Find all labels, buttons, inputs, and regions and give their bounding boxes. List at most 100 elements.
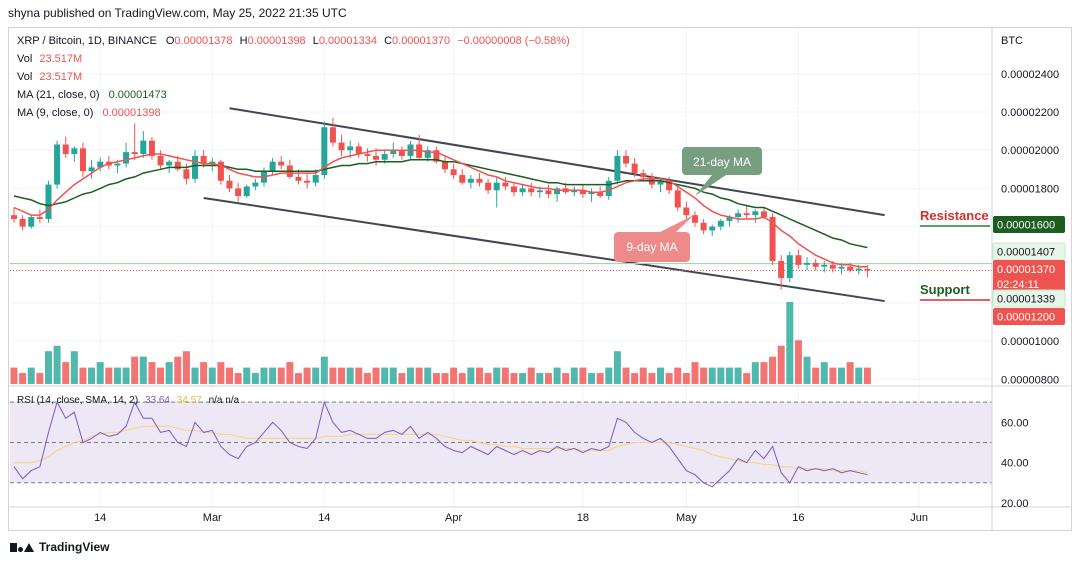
candle-body [11, 215, 17, 219]
volume-bar [588, 373, 596, 384]
candle-body [226, 180, 233, 189]
candle-body [217, 161, 224, 181]
candle-body [700, 222, 707, 231]
candle-body [760, 211, 767, 218]
volume-bar [407, 367, 415, 384]
volume-bar [251, 373, 259, 384]
candle-body [373, 155, 380, 160]
candle-body [683, 207, 690, 216]
channel-upper-line [229, 107, 885, 217]
candle-body [597, 192, 604, 197]
candle-body [321, 127, 328, 176]
volume-bar [200, 362, 208, 384]
volume-bar [708, 367, 716, 384]
candle-body [364, 154, 371, 156]
volume-bar [751, 362, 759, 384]
candle-body [666, 180, 673, 191]
volume-bar [475, 367, 483, 384]
candle-body [269, 161, 276, 172]
volume-bar [381, 367, 389, 384]
legend-ma21-label: MA (21, close, 0) [17, 89, 100, 101]
volume-bar [674, 367, 682, 384]
ma21-callout-label: 21-day MA [693, 155, 751, 169]
volume-bar [329, 367, 337, 384]
volume-bar [44, 351, 52, 384]
candle-body [735, 213, 742, 218]
volume-bar [260, 367, 268, 384]
volume-bar [139, 356, 147, 384]
volume-bar [717, 367, 725, 384]
candle-body [855, 268, 862, 271]
candle-body [450, 169, 457, 176]
candle-body [390, 150, 397, 155]
volume-bar [622, 367, 630, 384]
candle-body [476, 178, 483, 183]
legend-vol1-label: Vol [17, 53, 33, 65]
volume-bar [346, 367, 354, 384]
tradingview-logo-text: TradingView [39, 540, 110, 554]
legend-open: 0.00001378 [174, 35, 233, 47]
candle-body [554, 188, 561, 195]
legend-low-label: L [312, 35, 319, 47]
volume-bar [191, 367, 199, 384]
candle-body [631, 163, 638, 174]
volume-bar [320, 356, 328, 384]
rsi-tick-label: 60.00 [1001, 417, 1029, 429]
volume-bar [501, 367, 509, 384]
volume-bar [286, 362, 294, 384]
volume-bar [484, 373, 492, 384]
candle-body [493, 182, 500, 191]
volume-bar [769, 356, 777, 384]
candle-body [640, 173, 647, 177]
volume-bar [863, 367, 871, 384]
volume-bar [70, 351, 78, 384]
volume-bar [27, 367, 35, 384]
volume-bar [544, 373, 552, 384]
volume-bar [510, 373, 518, 384]
candle-body [674, 190, 681, 208]
volume-bar [277, 367, 285, 384]
candle-body [623, 155, 630, 164]
candle-body [381, 154, 388, 160]
support-price-tag-box [993, 308, 1065, 325]
legend-vol-1: Vol 23.517M [17, 53, 82, 65]
volume-bar [62, 362, 70, 384]
volume-bar [165, 362, 173, 384]
volume-bar [96, 362, 104, 384]
candle-body [579, 190, 586, 195]
candle-body [795, 255, 802, 265]
volume-bar [294, 373, 302, 384]
volume-bar [734, 367, 742, 384]
tradingview-logo[interactable]: TradingView [10, 540, 109, 554]
candle-body [123, 152, 130, 164]
candle-body [545, 190, 552, 195]
volume-bar [562, 373, 570, 384]
volume-bar [355, 367, 363, 384]
volume-bar [53, 345, 61, 384]
candle-body [338, 142, 345, 151]
price-tick-label: 0.00000800 [1001, 374, 1059, 386]
candle-body [312, 175, 319, 183]
volume-bar [79, 367, 87, 384]
legend-close: 0.00001370 [392, 35, 451, 47]
volume-bar [36, 373, 44, 384]
volume-bar [88, 367, 96, 384]
support-label: Support [920, 282, 970, 297]
volume-bar [122, 367, 130, 384]
candle-body [786, 255, 793, 279]
candle-body [252, 182, 259, 187]
candle-body [838, 266, 845, 269]
volume-bar [743, 373, 751, 384]
candle-body [148, 140, 155, 156]
volume-bar [803, 356, 811, 384]
volume-bar [648, 373, 656, 384]
time-tick-label: 18 [577, 512, 589, 524]
candle-body [329, 127, 336, 143]
rsi-tick-label: 40.00 [1001, 458, 1029, 470]
volume-bar [424, 367, 432, 384]
ma21-line [13, 159, 868, 249]
volume-bar [303, 367, 311, 384]
candle-body [442, 161, 448, 170]
volume-bar [157, 367, 165, 384]
